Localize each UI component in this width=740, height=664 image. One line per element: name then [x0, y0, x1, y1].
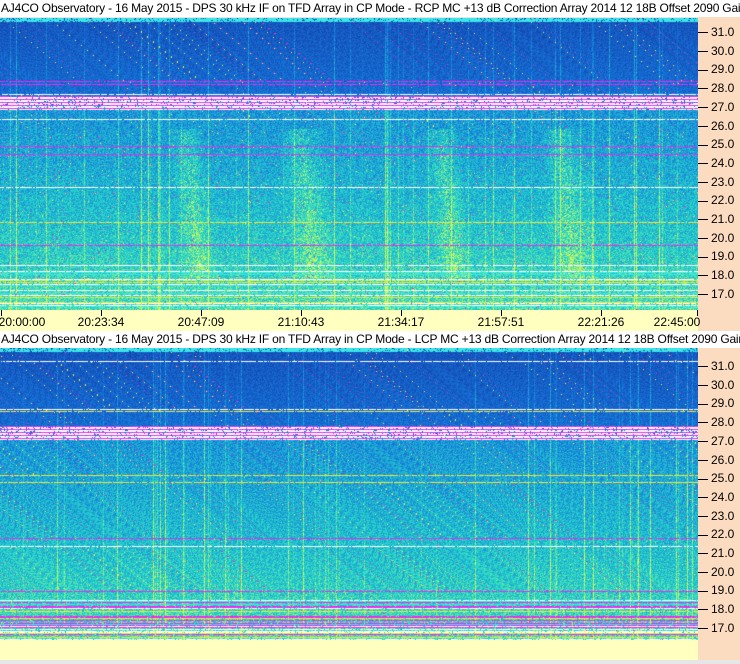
freq-tick-label: 20.0 — [698, 566, 734, 578]
freq-tick-label: 20.0 — [698, 232, 734, 244]
freq-tick-label: 31.0 — [698, 26, 734, 38]
freq-tick-label: 22.0 — [698, 194, 734, 206]
time-tick-label: 22:21:26 — [577, 315, 625, 329]
freq-tick-label: 30.0 — [698, 45, 734, 57]
freq-tick-label: 27.0 — [698, 435, 734, 447]
freq-tick-label: 23.0 — [698, 510, 734, 522]
freq-tick-label: 17.0 — [698, 622, 734, 634]
freq-tick-label: 21.0 — [698, 547, 734, 559]
time-tick — [501, 310, 502, 316]
freq-tick-label: 29.0 — [698, 397, 734, 409]
rcp-frequency-axis: 31.0 30.0 29.0 28.0 27.0 26.0 25.0 24.0 23.0 22.0… — [698, 17, 740, 310]
freq-tick-label: 24.0 — [698, 491, 734, 503]
time-tick-label: 21:10:43 — [277, 315, 325, 329]
time-tick-label: 21:34:17 — [377, 315, 425, 329]
freq-tick-label: 17.0 — [698, 288, 734, 300]
freq-tick-label: 28.0 — [698, 416, 734, 428]
time-tick — [697, 310, 698, 316]
freq-tick-label: 22.0 — [698, 528, 734, 540]
freq-tick-label: 29.0 — [698, 63, 734, 75]
time-tick-label: 20:47:09 — [177, 315, 225, 329]
time-tick — [201, 310, 202, 316]
lcp-spectrogram — [0, 348, 698, 640]
lcp-time-axis-blank — [0, 640, 740, 660]
freq-tick-label: 26.0 — [698, 120, 734, 132]
time-tick-label: 21:57:51 — [477, 315, 525, 329]
rcp-spectrogram — [0, 18, 698, 310]
rcp-title: AJ4CO Observatory - 16 May 2015 - DPS 30… — [0, 0, 740, 17]
freq-tick-label: 26.0 — [698, 454, 734, 466]
freq-tick-label: 19.0 — [698, 250, 734, 262]
freq-tick-label: 30.0 — [698, 379, 734, 391]
freq-tick-label: 28.0 — [698, 82, 734, 94]
time-tick — [101, 310, 102, 316]
time-tick — [1, 310, 2, 316]
freq-tick-label: 21.0 — [698, 213, 734, 225]
time-tick — [301, 310, 302, 316]
freq-tick-label: 27.0 — [698, 101, 734, 113]
time-axis: 20:00:00 20:23:34 20:47:09 21:10:43 21:34:17… — [0, 310, 740, 331]
time-tick-label: 20:00:00 — [0, 315, 46, 329]
freq-tick-label: 18.0 — [698, 269, 734, 281]
time-tick-label: 22:45:00 — [653, 315, 701, 329]
lcp-title: AJ4CO Observatory - 16 May 2015 - DPS 30… — [0, 331, 740, 348]
lcp-frequency-axis: 31.0 30.0 29.0 28.0 27.0 26.0 25.0 24.0 23.0 22.0… — [698, 348, 740, 640]
freq-tick-label: 25.0 — [698, 472, 734, 484]
freq-tick-label: 24.0 — [698, 157, 734, 169]
freq-tick-label: 19.0 — [698, 584, 734, 596]
freq-tick-label: 18.0 — [698, 603, 734, 615]
time-tick-label: 20:23:34 — [77, 315, 125, 329]
freq-tick-label: 23.0 — [698, 176, 734, 188]
time-tick — [601, 310, 602, 316]
freq-tick-label: 25.0 — [698, 138, 734, 150]
time-tick — [401, 310, 402, 316]
freq-tick-label: 31.0 — [698, 360, 734, 372]
